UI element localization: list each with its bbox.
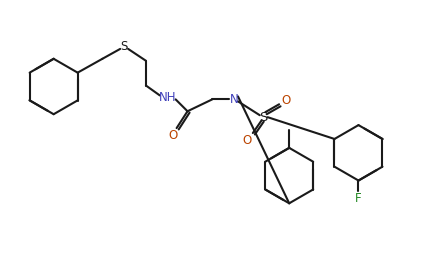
Text: S: S — [120, 40, 128, 53]
Text: N: N — [230, 93, 238, 106]
Text: F: F — [355, 192, 362, 205]
Text: NH: NH — [159, 91, 176, 104]
Text: O: O — [168, 130, 177, 143]
Text: S: S — [260, 111, 268, 124]
Text: O: O — [282, 94, 291, 107]
Text: O: O — [242, 134, 252, 147]
